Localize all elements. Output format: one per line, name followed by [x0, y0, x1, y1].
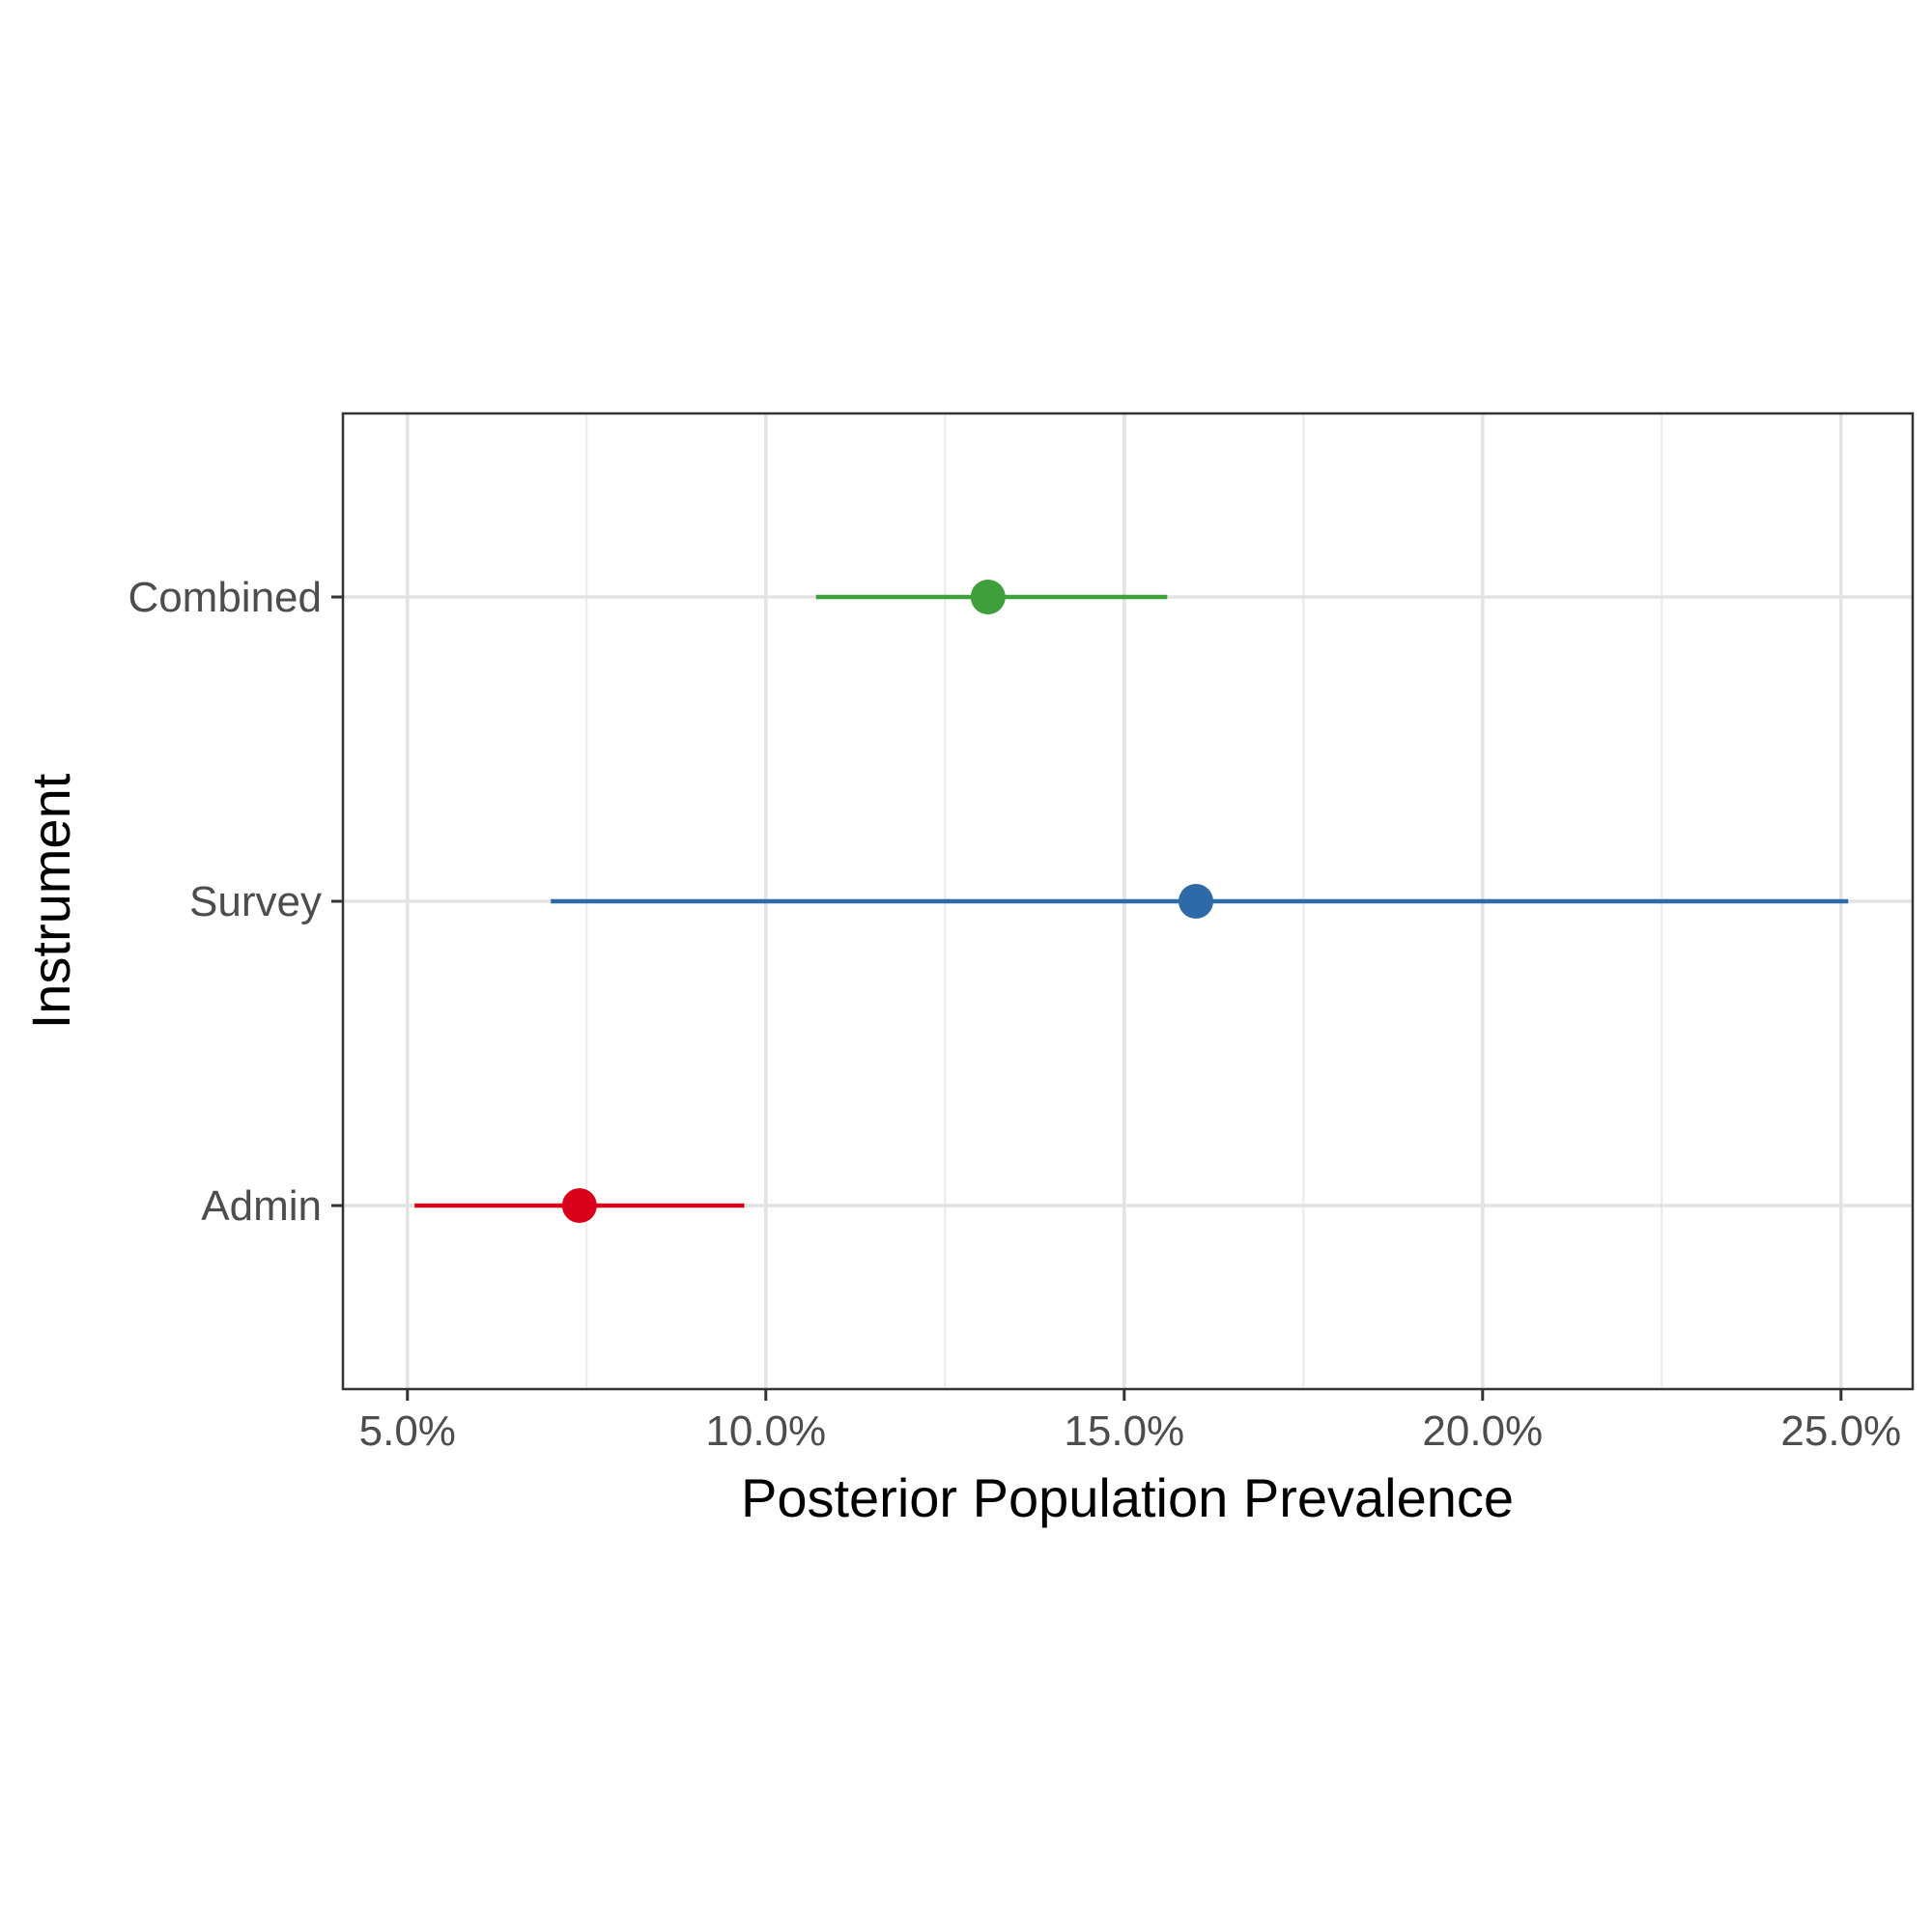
x-tick-label: 15.0% [1064, 1407, 1184, 1455]
x-tick-label: 25.0% [1780, 1407, 1901, 1455]
y-tick-label-admin: Admin [201, 1182, 322, 1230]
x-tick-label: 10.0% [705, 1407, 826, 1455]
point-estimate-survey [1178, 884, 1213, 919]
y-axis-title: Instrument [20, 773, 81, 1029]
point-estimate-combined [970, 580, 1006, 614]
x-tick-label: 5.0% [359, 1407, 456, 1455]
axes: 5.0% 10.0% 15.0% 20.0% 25.0% Combined Survey Ad… [128, 574, 1901, 1455]
point-estimate-admin [561, 1188, 597, 1223]
y-tick-label-combined: Combined [128, 574, 322, 621]
y-tick-label-survey: Survey [189, 878, 322, 925]
x-tick-label: 20.0% [1422, 1407, 1543, 1455]
x-axis-title: Posterior Population Prevalence [741, 1467, 1514, 1528]
data-marks [414, 580, 1849, 1223]
